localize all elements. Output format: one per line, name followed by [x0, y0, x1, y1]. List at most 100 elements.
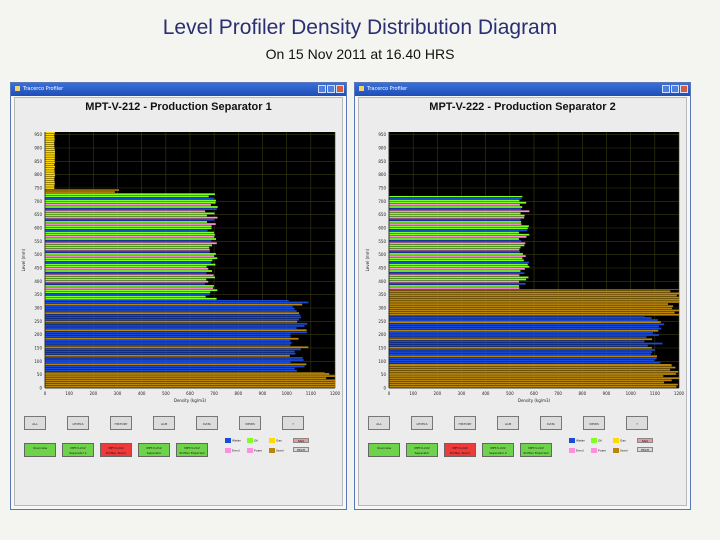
profile-bar — [389, 290, 671, 293]
window-titlebar[interactable]: Tracerco Profiler — [11, 83, 346, 96]
x-tick-label: 1100 — [306, 391, 317, 396]
y-tick-label: 100 — [378, 359, 386, 364]
close-icon[interactable] — [680, 85, 688, 93]
nav-button[interactable]: DATA — [540, 416, 562, 430]
y-tick-label: 0 — [39, 386, 42, 391]
nav-button[interactable]: VIEWS — [239, 416, 261, 430]
legend-item: Water — [225, 438, 241, 443]
nav-button[interactable]: ALL — [368, 416, 390, 430]
nav-button[interactable]: DATA — [196, 416, 218, 430]
profile-bar — [45, 259, 213, 262]
x-tick-label: 0 — [388, 391, 391, 396]
x-tick-label: 400 — [138, 391, 146, 396]
y-tick-label: 800 — [378, 172, 386, 177]
legend-label: Gas — [276, 438, 282, 443]
profile-bar — [45, 318, 299, 321]
nav-button[interactable]: HISTORY — [454, 416, 476, 430]
y-tick-label: 600 — [34, 226, 42, 231]
status-pill-label: Profiler Exported — [523, 451, 549, 455]
profile-bar — [45, 352, 296, 355]
profile-bar — [389, 375, 664, 377]
profile-bar — [45, 168, 55, 170]
x-tick-label: 1200 — [330, 391, 341, 396]
nav-button[interactable]: VIEWS — [583, 416, 605, 430]
profile-bar — [45, 381, 335, 384]
profile-bar — [45, 153, 55, 155]
nav-button[interactable]: ALM — [153, 416, 175, 430]
window-title: Tracerco Profiler — [23, 86, 64, 92]
status-pill-label: Profiler Exported — [179, 451, 205, 455]
legend-item: Emul — [569, 448, 584, 453]
status-pill-title: MPT-V-222 — [528, 446, 544, 450]
profile-bar — [389, 280, 520, 283]
status-pill[interactable]: MPT-V-222 Profiler Exported — [520, 443, 552, 457]
legend-item: Oil — [591, 438, 602, 443]
profile-bar — [389, 289, 679, 290]
nav-button[interactable]: ALL — [24, 416, 46, 430]
slide-subtitle: On 15 Nov 2011 at 16.40 HRS — [265, 46, 455, 62]
nav-button[interactable]: LEVELS — [67, 416, 89, 430]
minimize-icon[interactable] — [318, 85, 326, 93]
y-tick-label: 550 — [34, 239, 42, 244]
y-tick-label: 800 — [34, 172, 42, 177]
legend-swatch — [247, 448, 253, 453]
profile-bar — [45, 187, 55, 189]
profile-bar — [45, 346, 309, 349]
x-tick-label: 300 — [458, 391, 466, 396]
status-pill[interactable]: Overview — [368, 443, 400, 457]
status-pill-title: MPT-V-222 — [452, 446, 468, 450]
nav-button[interactable]: HISTORY — [110, 416, 132, 430]
window-titlebar[interactable]: Tracerco Profiler — [355, 83, 690, 96]
profile-bar — [45, 225, 212, 228]
profile-bar — [389, 214, 525, 217]
status-pill[interactable]: MPT-V-212 Profiler Alarm — [100, 443, 132, 457]
profile-bar — [389, 327, 662, 330]
profile-bar — [45, 133, 55, 136]
nav-button[interactable]: ALM — [497, 416, 519, 430]
profile-bar — [45, 363, 307, 366]
status-pill-title: Overview — [32, 446, 48, 450]
window-body: MPT-V-222 - Production Separator 2 0 100 2… — [358, 97, 687, 506]
status-pill[interactable]: Overview — [24, 443, 56, 457]
profile-bar — [45, 223, 216, 225]
status-pill[interactable]: MPT-V-222 Separator — [406, 443, 438, 457]
profile-bar — [389, 346, 652, 349]
profile-bar — [45, 365, 305, 368]
status-pill[interactable]: MPT-V-212 Separator 1 — [62, 443, 94, 457]
x-tick-label: 800 — [235, 391, 243, 396]
profile-bar — [45, 242, 217, 245]
profile-bar — [389, 206, 523, 208]
legend-label: Oil — [254, 438, 259, 443]
legend-button[interactable]: HIGH — [637, 447, 653, 452]
legend-button[interactable]: SGV — [637, 438, 653, 443]
profile-bar — [389, 359, 655, 362]
profile-bar — [45, 231, 215, 234]
maximize-icon[interactable] — [671, 85, 679, 93]
y-axis-label: Level (mm) — [365, 248, 370, 271]
x-axis-label: Density (kg/m3) — [174, 398, 207, 403]
status-pill[interactable]: MPT-V-212 Profiler Exported — [176, 443, 208, 457]
profile-bar — [45, 327, 297, 329]
profile-bar — [389, 231, 519, 234]
minimize-icon[interactable] — [662, 85, 670, 93]
status-pill[interactable]: MPT-V-222 Separator 2 — [482, 443, 514, 457]
legend-button[interactable]: HIGH — [293, 447, 309, 452]
profile-bar — [45, 250, 210, 253]
nav-button[interactable]: LEVELS — [411, 416, 433, 430]
nav-button[interactable]: ? — [626, 416, 648, 430]
legend-button[interactable]: SGV — [293, 438, 309, 443]
profile-bar — [45, 144, 55, 147]
y-tick-label: 300 — [378, 306, 386, 311]
status-pill[interactable]: MPT-V-212 Separator — [138, 443, 170, 457]
profile-bar — [389, 338, 653, 341]
x-tick-label: 700 — [210, 391, 218, 396]
profile-bar — [389, 316, 645, 317]
profile-bar — [45, 367, 295, 370]
profile-bar — [45, 314, 301, 317]
status-pill[interactable]: MPT-V-222 Profiler Alarm — [444, 443, 476, 457]
profiler-window-1: Tracerco Profiler MPT-V-212 - Production… — [10, 82, 347, 510]
nav-button[interactable]: ? — [282, 416, 304, 430]
maximize-icon[interactable] — [327, 85, 335, 93]
profile-bar — [45, 300, 289, 302]
close-icon[interactable] — [336, 85, 344, 93]
